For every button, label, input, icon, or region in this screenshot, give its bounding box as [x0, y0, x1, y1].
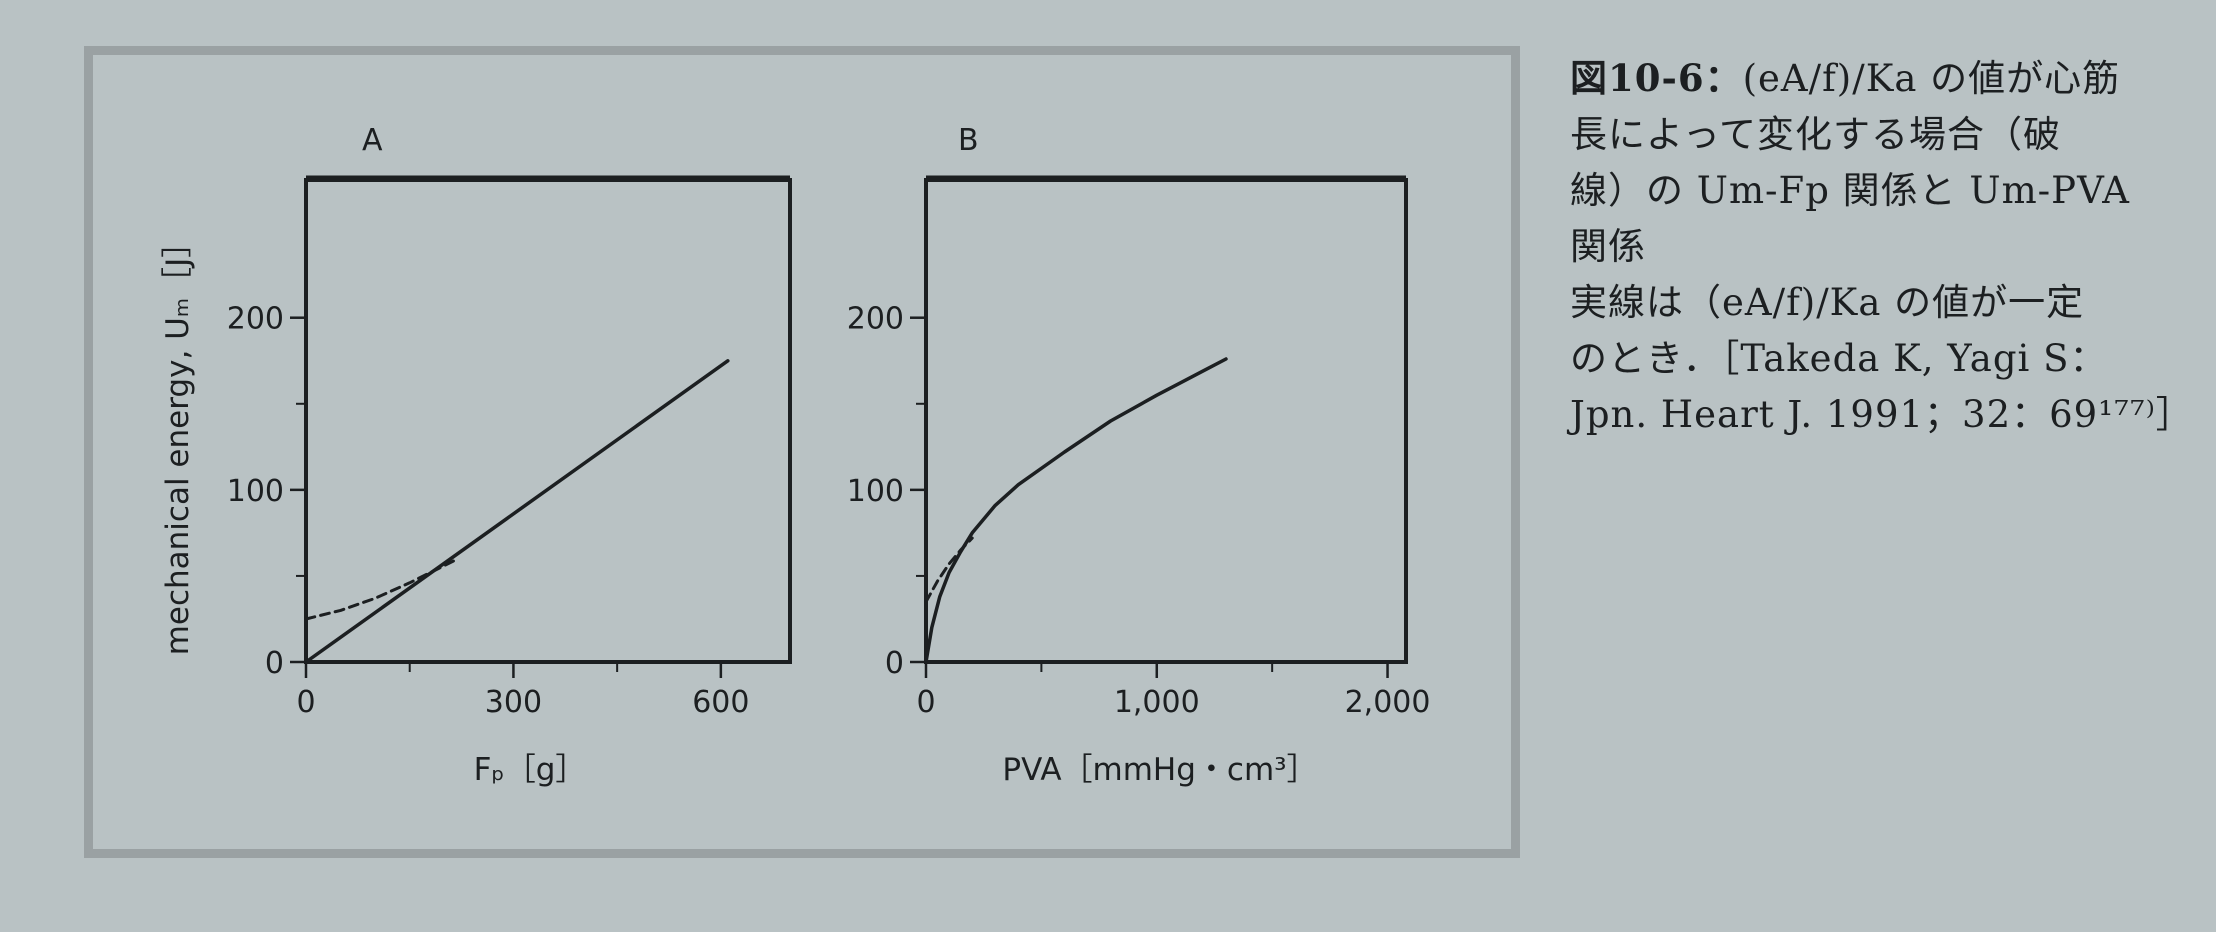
x-tick-label: 1,000: [1114, 685, 1200, 720]
caption-note-line: 実線は（eA/f)/Ka の値が一定: [1570, 281, 2085, 324]
y-tick-label: 200: [847, 302, 904, 337]
series-line-solid: [924, 357, 1228, 664]
y-tick-label: 100: [847, 474, 904, 509]
series-line-dashed: [924, 536, 974, 604]
figure-caption: 図10-6：(eA/f)/Ka の値が心筋 長によって変化する場合（破 線）の …: [1570, 50, 2200, 443]
plot-area: [304, 178, 792, 664]
caption-line: 長によって変化する場合（破: [1570, 113, 2062, 156]
series-line-solid: [304, 359, 730, 664]
caption-note-line: のとき．［Takeda K, Yagi S：: [1570, 337, 2108, 380]
y-tick-label: 0: [885, 646, 904, 681]
y-axis-label: mechanical energy, Uₘ［J］: [160, 227, 196, 656]
x-axis-label: PVA［mmHg・cm³］: [1002, 752, 1317, 788]
caption-note-line: Jpn. Heart J. 1991；32：69¹⁷⁷⁾］: [1570, 393, 2194, 436]
x-tick-label: 600: [692, 685, 749, 720]
y-tick-label: 200: [227, 302, 284, 337]
y-tick-label: 100: [227, 474, 284, 509]
caption-line: 線）の Um-Fp 関係と Um-PVA: [1570, 169, 2131, 212]
caption-line: 関係: [1570, 225, 1646, 268]
x-tick-label: 2,000: [1345, 685, 1431, 720]
x-tick-label: 0: [296, 685, 315, 720]
panel-label: A: [362, 123, 383, 158]
panel-label: B: [958, 123, 979, 158]
panel-a: A 0 100 200 0 300 600 Fₚ［g］ mechanical energy, U…: [160, 123, 792, 788]
panel-b: B 0 100 200 0 1,000 2,000 PVA［mmHg・cm³］: [847, 123, 1431, 788]
plot-area: [924, 178, 1408, 664]
y-tick-label: 0: [265, 646, 284, 681]
caption-line: (eA/f)/Ka の値が心筋: [1742, 57, 2121, 100]
x-tick-label: 300: [485, 685, 542, 720]
x-tick-label: 0: [916, 685, 935, 720]
series-line-dashed: [304, 557, 460, 621]
caption-label: 図10-6：: [1570, 56, 1743, 100]
x-axis-label: Fₚ［g］: [474, 752, 587, 788]
